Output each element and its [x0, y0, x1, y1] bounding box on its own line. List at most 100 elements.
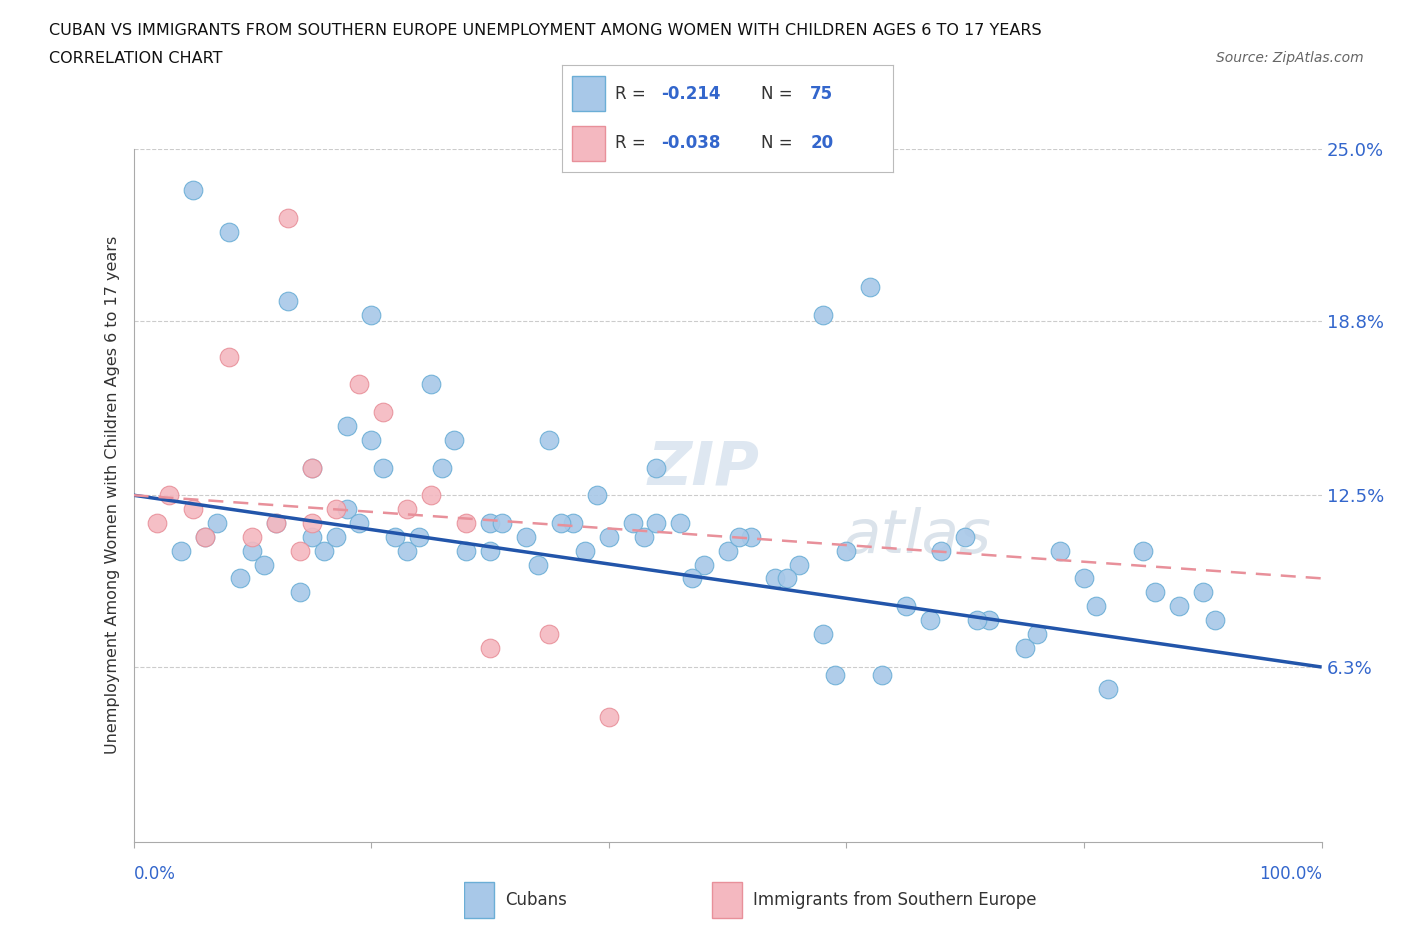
Point [811, 308, 834, 323]
Point [966, 613, 988, 628]
Point [157, 488, 180, 503]
Point [253, 557, 276, 572]
Point [574, 543, 596, 558]
Point [776, 571, 799, 586]
Point [408, 529, 430, 544]
Point [264, 515, 287, 530]
Point [1073, 571, 1095, 586]
Text: Immigrants from Southern Europe: Immigrants from Southern Europe [754, 891, 1036, 909]
Point [1084, 599, 1107, 614]
Point [242, 529, 264, 544]
Point [728, 529, 751, 544]
Point [478, 543, 502, 558]
Point [491, 515, 513, 530]
Point [336, 501, 359, 516]
Point [586, 488, 609, 503]
Point [456, 543, 478, 558]
Point [325, 501, 347, 516]
Point [478, 640, 502, 655]
Point [681, 571, 703, 586]
Point [526, 557, 548, 572]
Point [349, 515, 371, 530]
Point [325, 529, 347, 544]
Text: 0.0%: 0.0% [134, 865, 176, 884]
Point [645, 460, 668, 475]
Point [538, 432, 561, 447]
Point [288, 585, 311, 600]
Point [550, 515, 572, 530]
Point [763, 571, 786, 586]
Point [384, 529, 406, 544]
Text: Source: ZipAtlas.com: Source: ZipAtlas.com [1216, 51, 1364, 65]
Point [205, 515, 228, 530]
Point [336, 418, 359, 433]
Point [953, 529, 976, 544]
Text: 20: 20 [810, 134, 834, 153]
Point [562, 515, 585, 530]
Point [194, 529, 217, 544]
Point [264, 515, 287, 530]
FancyBboxPatch shape [464, 882, 494, 918]
Point [371, 460, 394, 475]
Point [360, 432, 382, 447]
Point [787, 557, 810, 572]
Point [301, 460, 323, 475]
Point [146, 515, 169, 530]
Point [633, 529, 655, 544]
Point [931, 543, 953, 558]
Text: R =: R = [616, 134, 651, 153]
Point [277, 294, 299, 309]
Point [242, 543, 264, 558]
Point [835, 543, 858, 558]
Text: 75: 75 [810, 85, 834, 103]
Text: N =: N = [761, 85, 797, 103]
Point [312, 543, 335, 558]
Point [218, 350, 240, 365]
Point [859, 280, 882, 295]
Point [824, 668, 846, 683]
Point [229, 571, 252, 586]
Text: 100.0%: 100.0% [1258, 865, 1322, 884]
Point [598, 710, 620, 724]
Point [301, 515, 323, 530]
Point [419, 488, 441, 503]
Point [598, 529, 620, 544]
Point [717, 543, 740, 558]
Point [811, 627, 834, 642]
Text: -0.214: -0.214 [662, 85, 721, 103]
Point [301, 460, 323, 475]
Point [1025, 627, 1047, 642]
Y-axis label: Unemployment Among Women with Children Ages 6 to 17 years: Unemployment Among Women with Children A… [105, 236, 121, 754]
Point [918, 613, 941, 628]
Point [645, 515, 668, 530]
Point [478, 515, 502, 530]
Point [1144, 585, 1167, 600]
Point [1014, 640, 1036, 655]
Point [432, 460, 454, 475]
Point [1191, 585, 1213, 600]
Point [419, 377, 441, 392]
Point [456, 515, 478, 530]
FancyBboxPatch shape [572, 76, 606, 111]
Point [1168, 599, 1191, 614]
Point [977, 613, 1000, 628]
Point [301, 529, 323, 544]
Point [538, 627, 561, 642]
Point [740, 529, 762, 544]
Text: Cubans: Cubans [505, 891, 567, 909]
Point [170, 543, 193, 558]
Text: -0.038: -0.038 [662, 134, 721, 153]
Point [277, 211, 299, 226]
Point [395, 501, 418, 516]
Point [360, 308, 382, 323]
Point [669, 515, 692, 530]
FancyBboxPatch shape [711, 882, 741, 918]
Point [515, 529, 537, 544]
Point [443, 432, 465, 447]
Point [181, 501, 204, 516]
Point [194, 529, 217, 544]
Text: ZIP: ZIP [648, 438, 759, 497]
Point [693, 557, 716, 572]
Point [218, 224, 240, 239]
Text: CUBAN VS IMMIGRANTS FROM SOUTHERN EUROPE UNEMPLOYMENT AMONG WOMEN WITH CHILDREN : CUBAN VS IMMIGRANTS FROM SOUTHERN EUROPE… [49, 23, 1042, 38]
